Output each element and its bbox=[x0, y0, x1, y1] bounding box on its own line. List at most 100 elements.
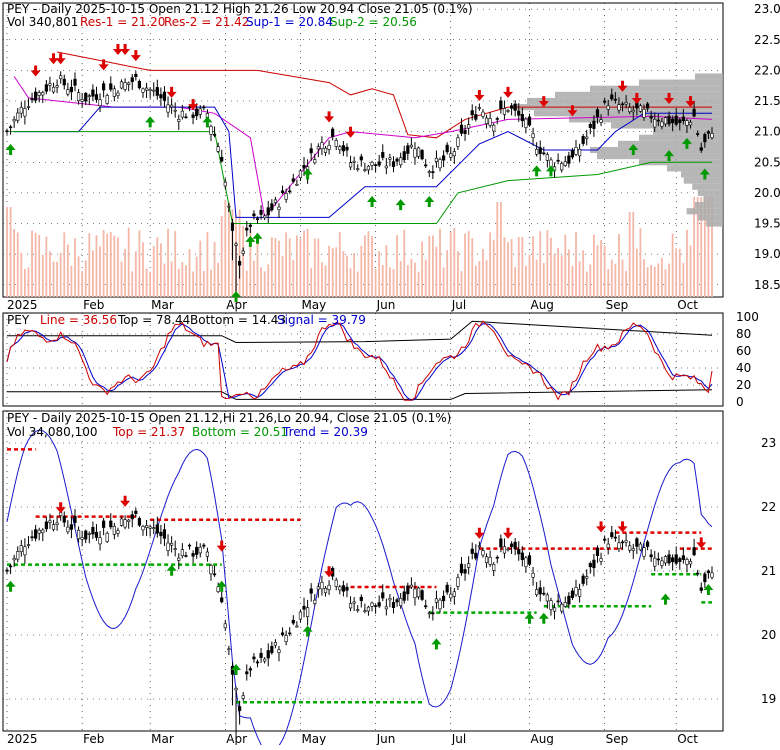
trend-sell-arrow bbox=[120, 495, 131, 507]
trend-candle-body bbox=[406, 585, 410, 595]
trend-candle-body bbox=[348, 603, 353, 609]
volume-bar bbox=[167, 228, 169, 297]
price-candle-body bbox=[678, 119, 682, 123]
price-vol-label: Vol 340,801 bbox=[7, 15, 78, 29]
price-candle-body bbox=[48, 83, 52, 86]
volume-bar bbox=[349, 268, 352, 297]
trend-candle-body bbox=[48, 520, 52, 523]
price-candle-body bbox=[449, 153, 453, 158]
volume-bar bbox=[363, 235, 366, 297]
volume-bar bbox=[639, 228, 642, 297]
trend-candle-body bbox=[474, 552, 478, 559]
volume-bar bbox=[145, 268, 148, 297]
price-candle-body bbox=[352, 160, 356, 163]
trend-candle-body bbox=[674, 554, 678, 564]
trend-candle-body bbox=[366, 606, 371, 612]
trend-candles bbox=[5, 507, 714, 741]
volume-bar bbox=[192, 271, 194, 297]
volume-bar bbox=[635, 248, 638, 297]
trend-candle-body bbox=[660, 560, 664, 566]
trend-candle-body bbox=[134, 510, 138, 514]
volume-bar bbox=[238, 209, 241, 297]
volume-bar bbox=[249, 229, 252, 297]
trend-candle-body bbox=[542, 592, 546, 595]
trend-y-tick: 20 bbox=[761, 628, 776, 642]
price-candle-body bbox=[84, 92, 88, 102]
price-candle-body bbox=[320, 142, 324, 150]
trend-candle-body bbox=[119, 518, 124, 526]
trend-candle-body bbox=[538, 587, 542, 595]
volume-bar bbox=[660, 257, 663, 297]
price-candle-body bbox=[134, 73, 138, 77]
trend-candle-body bbox=[62, 515, 66, 523]
volume-bar bbox=[571, 265, 574, 297]
price-candle-body bbox=[452, 151, 456, 157]
price-month-label: Jun bbox=[376, 298, 396, 312]
volume-bar bbox=[421, 241, 424, 297]
trend-candle-body bbox=[642, 547, 646, 557]
trend-y-tick: 21 bbox=[761, 564, 776, 578]
volume-bar bbox=[242, 226, 245, 297]
buy-arrow bbox=[231, 290, 242, 302]
volume-bar bbox=[517, 237, 520, 297]
volume-bar bbox=[117, 237, 119, 297]
price-candle-body bbox=[556, 159, 560, 162]
price-candle-body bbox=[5, 130, 9, 133]
price-candle-body bbox=[98, 99, 102, 106]
volume-profile-bar bbox=[555, 91, 723, 98]
volume-bar bbox=[378, 251, 381, 297]
volume-bar bbox=[403, 229, 406, 297]
volume-bar bbox=[585, 271, 588, 297]
price-candle-body bbox=[431, 171, 435, 173]
trend-bottom-label: Bottom = 20.51 bbox=[192, 425, 288, 439]
volume-bar bbox=[159, 243, 162, 297]
price-candle-body bbox=[16, 112, 20, 121]
trend-candle-body bbox=[202, 544, 206, 547]
volume-bar bbox=[424, 259, 427, 297]
trend-buy-arrow bbox=[5, 580, 16, 592]
trend-candle-body bbox=[588, 563, 592, 568]
volume-bar bbox=[485, 260, 488, 297]
price-candle-body bbox=[445, 144, 449, 153]
price-candle-body bbox=[180, 110, 184, 118]
volume-bar bbox=[431, 235, 434, 297]
buy-arrow bbox=[302, 168, 313, 180]
trend-candle-body bbox=[656, 558, 660, 561]
trend-candle-body bbox=[710, 572, 714, 578]
trend-month-label: Mar bbox=[151, 732, 174, 745]
price-y-tick: 20.5 bbox=[754, 155, 780, 169]
price-candle-body bbox=[381, 152, 385, 158]
trend-candle-body bbox=[152, 527, 156, 529]
price-candle-body bbox=[137, 80, 142, 89]
trend-candle-body bbox=[681, 555, 685, 560]
trend-candle-body bbox=[592, 559, 596, 569]
trend-candle-body bbox=[495, 556, 499, 559]
trend-candle-body bbox=[617, 542, 621, 549]
volume-bar bbox=[346, 255, 348, 297]
support-resistance-lines bbox=[10, 51, 713, 224]
trend-candle-body bbox=[699, 587, 703, 591]
trend-month-label: Oct bbox=[677, 732, 698, 745]
price-candle-body bbox=[216, 146, 220, 152]
buy-arrow bbox=[202, 116, 213, 128]
trend-candle-body bbox=[484, 556, 489, 564]
price-candle-body bbox=[141, 88, 145, 93]
volume-bar bbox=[600, 240, 602, 297]
trend-buy-arrow bbox=[216, 580, 227, 592]
price-candle-body bbox=[345, 146, 349, 151]
trend-buy-arrow bbox=[660, 593, 671, 605]
trend-candle-body bbox=[438, 599, 442, 610]
trend-candle-body bbox=[51, 524, 56, 530]
sell-arrow bbox=[503, 86, 514, 98]
trend-candle-body bbox=[91, 527, 95, 535]
price-candle-body bbox=[41, 92, 45, 96]
volume-bar bbox=[224, 199, 227, 297]
price-month-label: Jul bbox=[451, 298, 466, 312]
price-candle-body bbox=[538, 147, 542, 154]
volume-bar bbox=[313, 238, 316, 297]
volume-bar bbox=[557, 247, 560, 297]
volume-profile-bar bbox=[597, 153, 723, 160]
volume-bar bbox=[546, 229, 549, 297]
trend-sell-arrow bbox=[55, 502, 66, 514]
